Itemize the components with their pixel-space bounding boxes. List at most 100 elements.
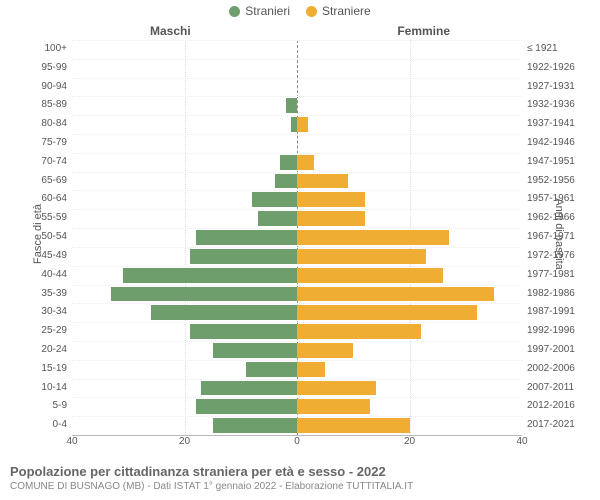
age-label: 40-44 [41, 269, 72, 280]
birth-year-label: 1937-1941 [522, 118, 575, 129]
gridline [72, 247, 522, 248]
birth-year-label: 1982-1986 [522, 288, 575, 299]
legend-female-swatch [306, 6, 317, 17]
bar-male [246, 362, 297, 377]
gridline [72, 115, 522, 116]
gridline [72, 40, 522, 41]
age-row: 35-391982-1986 [72, 285, 522, 304]
bar-male [275, 174, 298, 189]
birth-year-label: 1932-1936 [522, 99, 575, 110]
age-row: 20-241997-2001 [72, 341, 522, 360]
bar-male [196, 230, 297, 245]
birth-year-label: 1987-1991 [522, 306, 575, 317]
bar-male [201, 381, 297, 396]
age-row: 15-192002-2006 [72, 360, 522, 379]
age-row: 60-641957-1961 [72, 190, 522, 209]
age-row: 5-92012-2016 [72, 397, 522, 416]
x-tick-label: 40 [66, 436, 77, 447]
gridline [72, 416, 522, 417]
age-label: 15-19 [41, 363, 72, 374]
bar-female [297, 211, 365, 226]
age-row: 25-291992-1996 [72, 322, 522, 341]
x-tick-label: 20 [179, 436, 190, 447]
gridline [72, 96, 522, 97]
age-row: 50-541967-1971 [72, 228, 522, 247]
age-label: 20-24 [41, 344, 72, 355]
age-label: 45-49 [41, 250, 72, 261]
gridline [72, 397, 522, 398]
birth-year-label: 1997-2001 [522, 344, 575, 355]
bar-male [286, 98, 297, 113]
age-label: 10-14 [41, 382, 72, 393]
birth-year-label: 1927-1931 [522, 81, 575, 92]
bar-male [280, 155, 297, 170]
bar-female [297, 343, 353, 358]
age-label: 35-39 [41, 288, 72, 299]
gridline [72, 228, 522, 229]
age-row: 45-491972-1976 [72, 247, 522, 266]
bar-female [297, 305, 477, 320]
bar-female [297, 418, 410, 433]
birth-year-label: 2007-2011 [522, 382, 574, 393]
birth-year-label: 1947-1951 [522, 156, 575, 167]
birth-year-label: 1942-1946 [522, 137, 575, 148]
bar-male [151, 305, 297, 320]
birth-year-label: 1972-1976 [522, 250, 575, 261]
bar-male [111, 287, 297, 302]
bar-male [213, 418, 297, 433]
gridline [72, 190, 522, 191]
gridline [72, 153, 522, 154]
bar-female [297, 268, 443, 283]
legend-female-label: Straniere [322, 4, 371, 18]
birth-year-label: ≤ 1921 [522, 43, 558, 54]
bar-female [297, 230, 449, 245]
age-label: 65-69 [41, 175, 72, 186]
age-label: 100+ [44, 43, 72, 54]
birth-year-label: 1962-1966 [522, 212, 575, 223]
bar-male [190, 324, 297, 339]
birth-year-label: 2017-2021 [522, 419, 575, 430]
side-title-female: Femmine [397, 24, 450, 38]
age-row: 0-42017-2021 [72, 416, 522, 435]
bar-female [297, 174, 348, 189]
age-label: 0-4 [53, 419, 72, 430]
gridline [72, 172, 522, 173]
bar-female [297, 155, 314, 170]
x-tick-label: 40 [516, 436, 527, 447]
bar-female [297, 249, 426, 264]
birth-year-label: 1952-1956 [522, 175, 575, 186]
footer: Popolazione per cittadinanza straniera p… [10, 464, 590, 492]
gridline [72, 379, 522, 380]
age-label: 75-79 [41, 137, 72, 148]
age-row: 40-441977-1981 [72, 266, 522, 285]
birth-year-label: 1957-1961 [522, 193, 575, 204]
age-label: 55-59 [41, 212, 72, 223]
age-row: 10-142007-2011 [72, 379, 522, 398]
legend-male-swatch [229, 6, 240, 17]
age-label: 70-74 [41, 156, 72, 167]
bar-male [258, 211, 297, 226]
birth-year-label: 2002-2006 [522, 363, 575, 374]
side-title-male: Maschi [150, 24, 191, 38]
gridline [72, 285, 522, 286]
bar-female [297, 399, 370, 414]
age-row: 80-841937-1941 [72, 115, 522, 134]
chart: Maschi Femmine Fasce di età Anni di nasc… [10, 18, 590, 450]
bar-male [213, 343, 297, 358]
legend: Stranieri Straniere [0, 0, 600, 18]
age-row: 85-891932-1936 [72, 96, 522, 115]
bar-female [297, 362, 325, 377]
age-row: 90-941927-1931 [72, 78, 522, 97]
age-row: 55-591962-1966 [72, 209, 522, 228]
birth-year-label: 2012-2016 [522, 400, 575, 411]
bar-male [252, 192, 297, 207]
bar-female [297, 324, 421, 339]
age-row: 75-791942-1946 [72, 134, 522, 153]
age-label: 25-29 [41, 325, 72, 336]
gridline [72, 59, 522, 60]
birth-year-label: 1977-1981 [522, 269, 575, 280]
gridline [72, 134, 522, 135]
plot-area: 100+≤ 192195-991922-192690-941927-193185… [72, 40, 522, 436]
age-row: 70-741947-1951 [72, 153, 522, 172]
birth-year-label: 1992-1996 [522, 325, 575, 336]
